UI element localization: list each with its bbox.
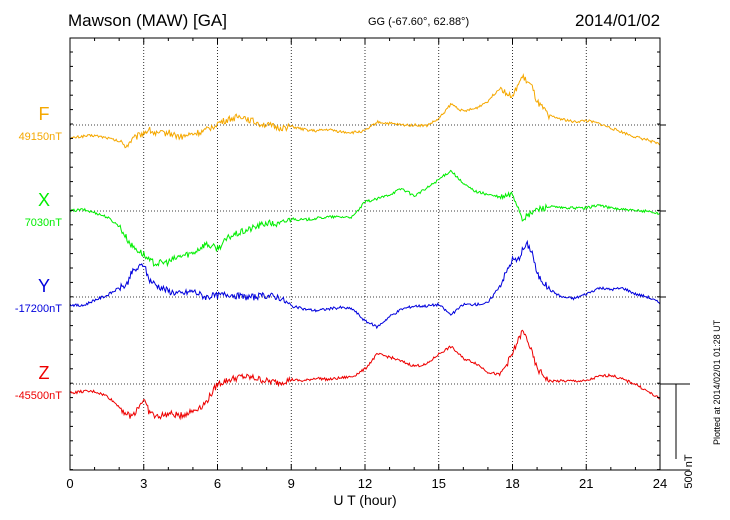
series-line-z (69, 329, 660, 421)
series-line-f (69, 72, 661, 149)
scale-bar-label: 500 nT (683, 454, 695, 489)
series-baseline-value-y: -17200nT (15, 303, 62, 315)
x-axis-label: U T (hour) (333, 492, 396, 508)
x-tick-label: 24 (653, 476, 667, 491)
series-baseline-value-f: 49150nT (19, 131, 63, 143)
station-title: Mawson (MAW) [GA] (68, 11, 227, 30)
x-tick-label: 15 (432, 476, 446, 491)
series-name-x: X (38, 190, 50, 210)
series-line-y (69, 239, 661, 330)
series-baseline-value-x: 7030nT (25, 217, 63, 229)
x-tick-label: 0 (66, 476, 73, 491)
x-tick-label: 6 (214, 476, 221, 491)
x-tick-label: 21 (579, 476, 593, 491)
series-name-z: Z (39, 363, 50, 383)
x-tick-label: 9 (288, 476, 295, 491)
geographic-coordinates: GG (-67.60°, 62.88°) (368, 16, 470, 28)
series-baseline-value-z: -45500nT (15, 390, 62, 402)
x-tick-label: 3 (140, 476, 147, 491)
chart-date: 2014/01/02 (575, 11, 661, 30)
x-tick-label: 12 (358, 476, 372, 491)
series-line-x (69, 169, 661, 268)
x-tick-label: 18 (505, 476, 519, 491)
series-name-y: Y (38, 276, 50, 296)
series-name-f: F (39, 104, 50, 124)
